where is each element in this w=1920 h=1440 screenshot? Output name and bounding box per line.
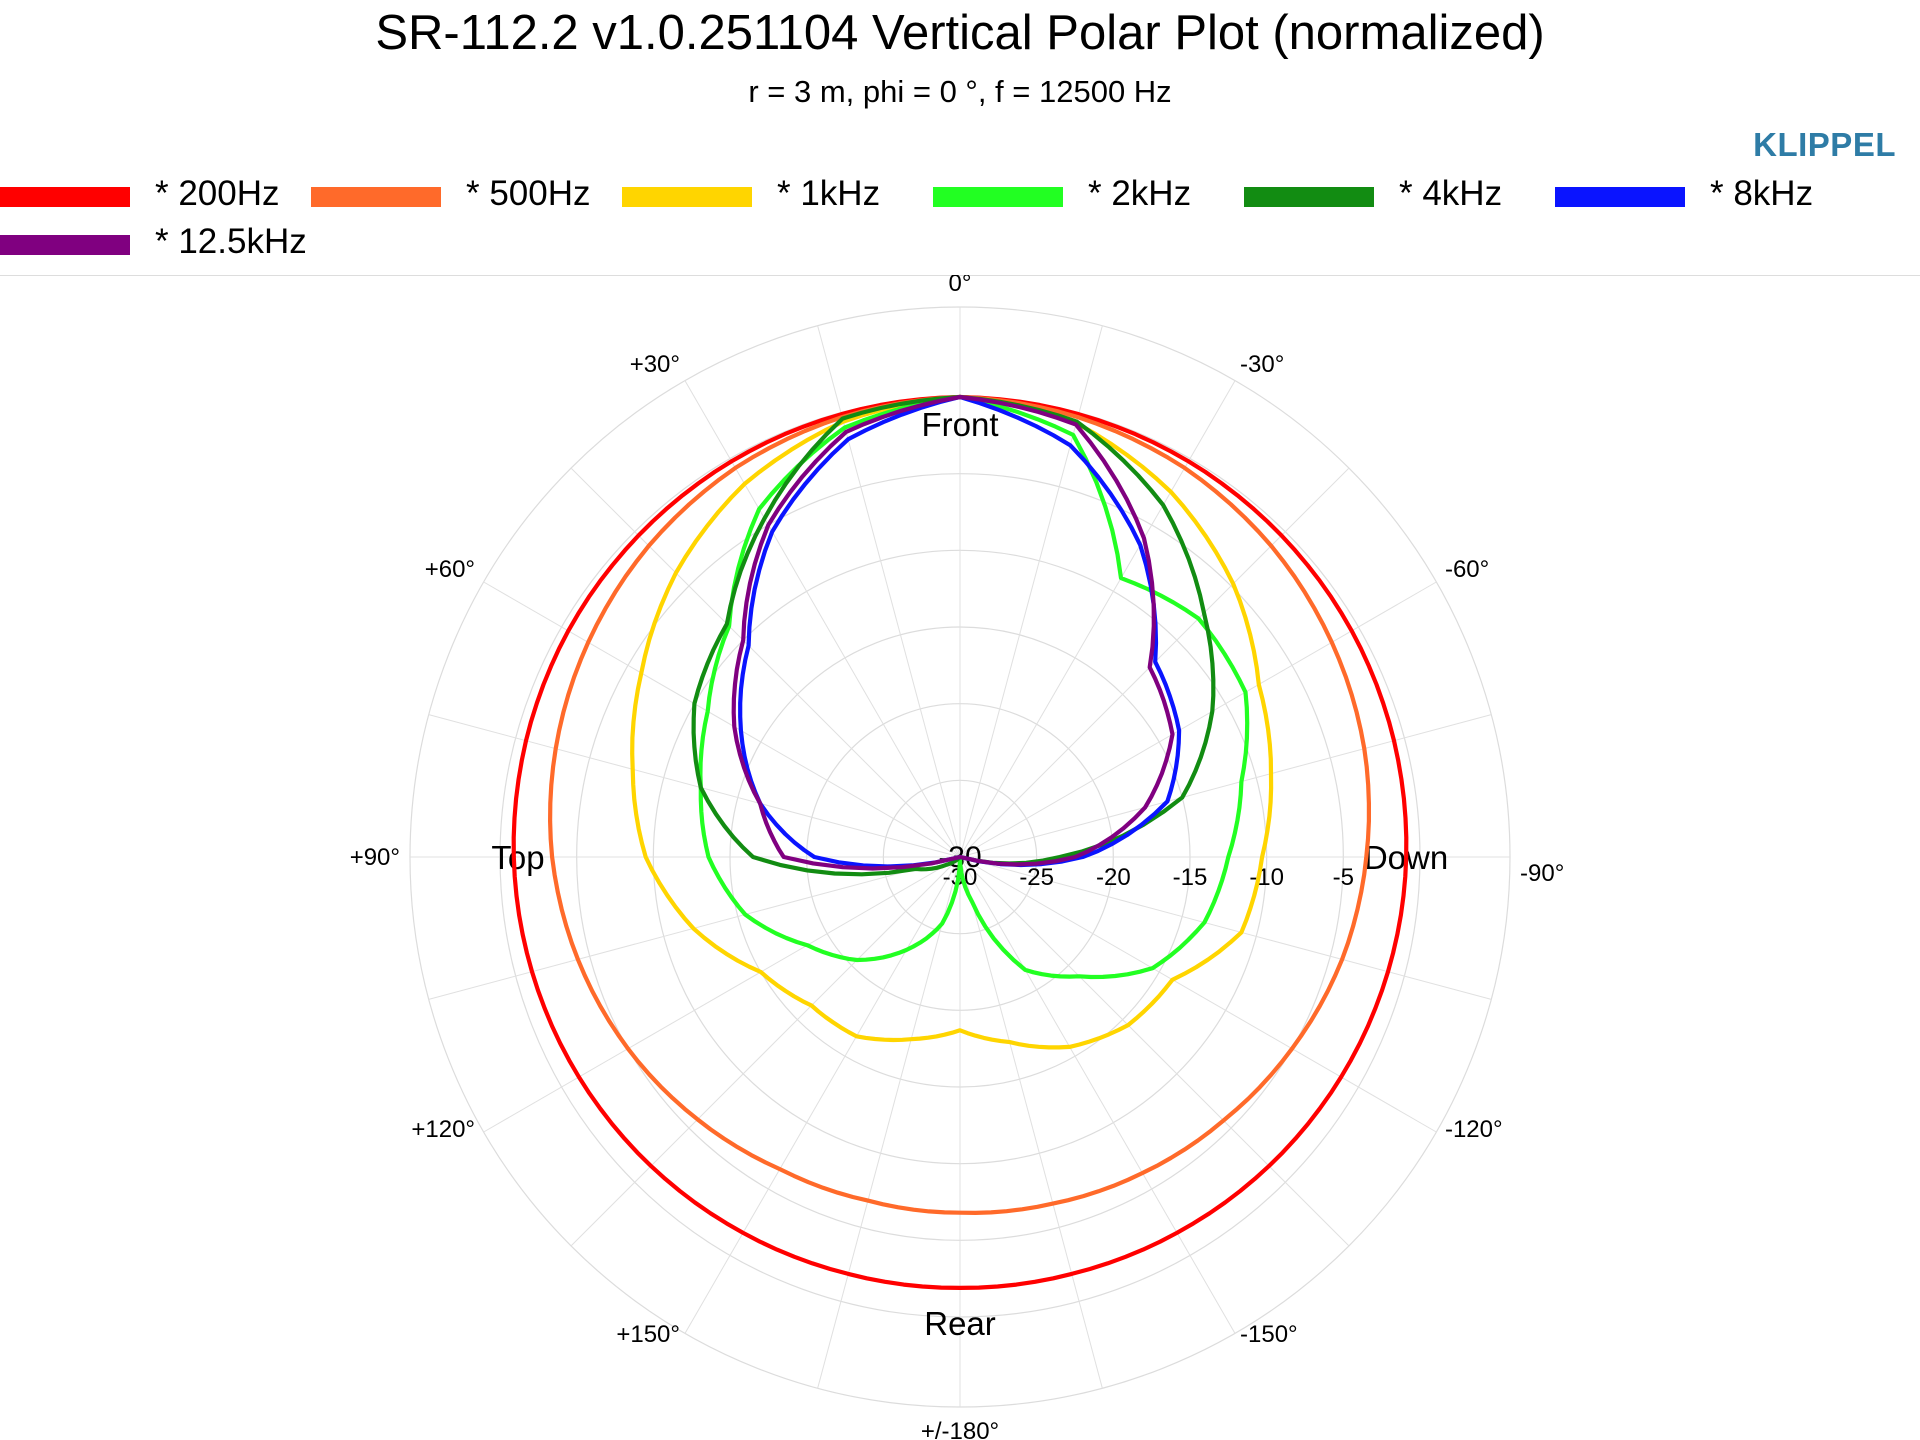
series-line <box>691 394 1216 877</box>
grid-spoke <box>959 856 1437 1133</box>
series-line <box>511 394 1409 1290</box>
legend-label: * 2kHz <box>1088 174 1192 213</box>
grid-spoke <box>959 856 1492 1000</box>
legend-swatch <box>311 187 441 207</box>
legend-label: * 500Hz <box>466 174 591 213</box>
radial-tick-label: -5 <box>1333 864 1354 891</box>
grid-spoke <box>570 856 961 1247</box>
angle-label: 0° <box>949 275 972 297</box>
grid-spoke <box>959 856 1350 1247</box>
angle-label: +/-180° <box>921 1418 999 1440</box>
grid-spoke <box>959 581 1437 858</box>
angle-label: -150° <box>1240 1321 1298 1348</box>
legend-swatch <box>1244 187 1374 207</box>
region-label: Front <box>921 406 998 443</box>
grid-spoke <box>483 581 961 858</box>
angle-label: +150° <box>616 1321 680 1348</box>
legend-label: * 4kHz <box>1399 174 1503 213</box>
legend-label: * 200Hz <box>155 174 280 213</box>
angle-label: -120° <box>1445 1116 1503 1143</box>
brand-logo-text: KLIPPEL <box>1753 126 1896 163</box>
series-line <box>548 394 1371 1215</box>
legend-label: * 12.5kHz <box>155 222 307 261</box>
radial-tick-label: -20 <box>1096 864 1131 891</box>
polar-chart: -30 -25 -20 -15 -10 -5-300°+30°+60°+90°+120°+… <box>350 275 1565 1440</box>
grid-spoke <box>959 714 1492 858</box>
radial-tick-label: -15 <box>1173 864 1208 891</box>
polar-plot-area: -30 -25 -20 -15 -10 -5 -30 0° +30° +60° +90° +120° +… <box>0 275 1920 1440</box>
chart-subtitle: r = 3 m, phi = 0 °, f = 12500 Hz <box>748 74 1172 109</box>
legend: * 200Hz * 500Hz * 1kHz * 2kHz * 4kHz * 8kHz * … <box>0 170 1920 270</box>
grid-spoke <box>428 714 961 858</box>
angle-label: -60° <box>1445 556 1489 583</box>
legend-swatch <box>622 187 752 207</box>
grid-spoke <box>570 467 961 858</box>
radial-tick-label: -25 <box>1019 864 1054 891</box>
series-line <box>630 394 1274 1050</box>
grid-spoke <box>817 856 961 1389</box>
legend-swatch <box>933 187 1063 207</box>
grid-spoke <box>483 856 961 1133</box>
legend-swatch <box>0 187 130 207</box>
grid-spoke <box>959 856 1236 1334</box>
angle-label: +120° <box>411 1116 475 1143</box>
angle-label: +30° <box>630 351 680 378</box>
grid-spoke <box>684 856 961 1334</box>
legend-label: * 1kHz <box>777 174 881 213</box>
angle-label: +90° <box>350 844 400 871</box>
legend-swatch <box>0 235 130 255</box>
chart-title: SR-112.2 v1.0.251104 Vertical Polar Plot… <box>375 6 1545 60</box>
region-label: Rear <box>924 1305 996 1342</box>
angle-label: +60° <box>425 556 475 583</box>
plot-frame-line <box>0 275 1920 276</box>
grid-spoke <box>959 856 1103 1389</box>
region-label: Top <box>491 839 544 876</box>
legend-swatch <box>1555 187 1685 207</box>
legend-label: * 8kHz <box>1710 174 1814 213</box>
series-line <box>731 394 1175 871</box>
angle-label: -90° <box>1520 860 1564 887</box>
angle-label: -30° <box>1240 351 1284 378</box>
